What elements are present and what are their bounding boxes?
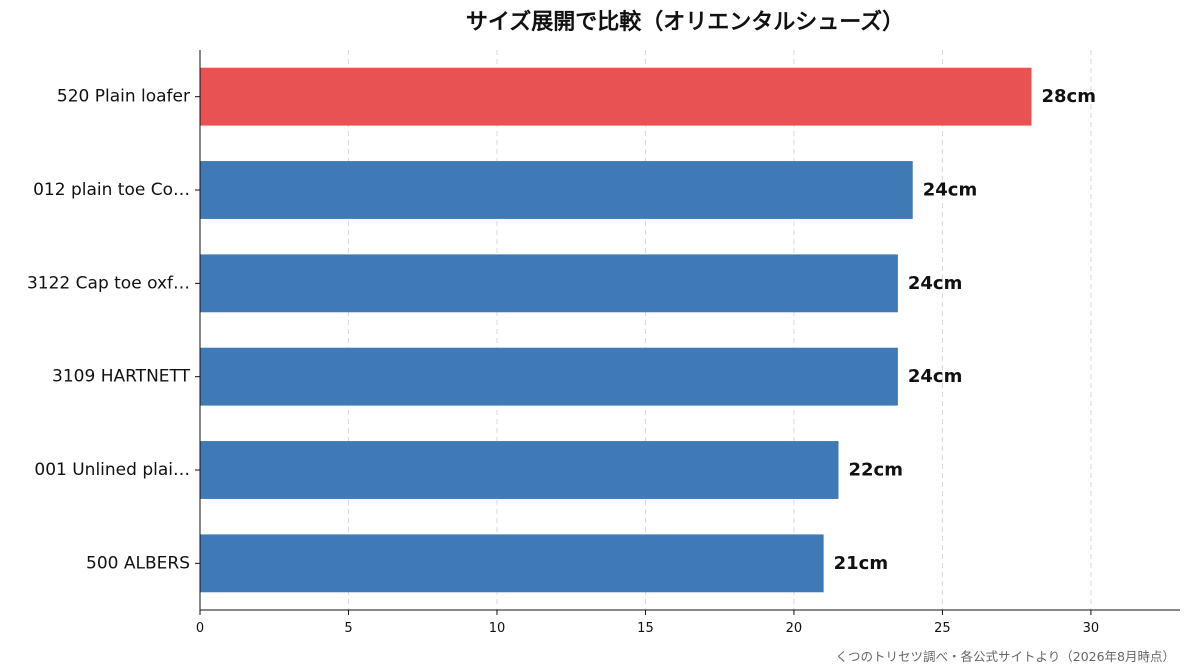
category-label: 500 ALBERS	[86, 553, 190, 573]
x-tick-label: 10	[489, 621, 506, 636]
source-note: くつのトリセツ調べ・各公式サイトより（2026年8月時点）	[835, 649, 1175, 664]
bars	[200, 67, 1032, 593]
bar	[200, 67, 1032, 126]
axes	[195, 50, 1180, 615]
bar	[200, 254, 898, 313]
bar	[200, 441, 839, 499]
x-tick-label: 30	[1083, 621, 1100, 636]
x-tick-label: 20	[786, 621, 803, 636]
x-tick-label: 25	[934, 621, 951, 636]
category-label: 001 Unlined plai…	[34, 460, 190, 480]
chart-title: サイズ展開で比較（オリエンタルシューズ）	[465, 10, 905, 35]
x-tick-label: 5	[344, 621, 352, 636]
value-label: 24cm	[908, 273, 962, 294]
category-label: 3122 Cap toe oxf…	[27, 273, 190, 293]
value-label: 24cm	[908, 366, 962, 387]
category-label: 3109 HARTNETT	[52, 367, 191, 387]
category-label: 012 plain toe Co…	[33, 180, 190, 200]
grid-lines	[347, 50, 1092, 610]
value-label: 24cm	[923, 180, 977, 201]
value-label: 21cm	[834, 553, 888, 574]
value-label: 22cm	[848, 460, 902, 481]
labels: 520 Plain loafer 28cm 012 plain toe Co… 24c…	[27, 86, 1099, 636]
bar	[200, 161, 913, 219]
bar	[200, 347, 898, 406]
bar	[200, 534, 824, 593]
category-label: 520 Plain loafer	[57, 87, 190, 107]
x-tick-label: 0	[196, 621, 204, 636]
x-tick-label: 15	[637, 621, 654, 636]
value-label: 28cm	[1042, 86, 1096, 107]
